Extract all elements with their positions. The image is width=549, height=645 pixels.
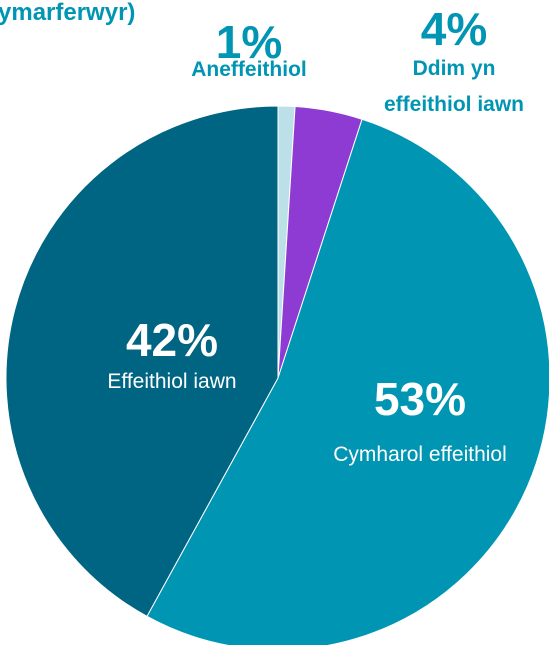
pie-slice [146, 118, 549, 645]
slice-value-label: 1% [216, 16, 282, 68]
pie-slice [5, 105, 279, 618]
slice-value-label: 4% [421, 3, 487, 55]
slice-category-label: Cymharol effeithiol [333, 443, 507, 466]
pie-labels: 1%Aneffeithiol 4%Ddim yn effeithiol iawn 53… [107, 3, 524, 466]
slice-value-label: 53% [374, 373, 466, 425]
slice-category-label: Effeithiol iawn [107, 370, 236, 393]
slice-category-label: effeithiol iawn [384, 93, 524, 116]
slice-category-label: Aneffeithiol [191, 58, 307, 81]
pie-slices [5, 105, 549, 645]
slice-value-label: 42% [126, 314, 218, 366]
chart-title-fragment: ymarferwyr) [0, 0, 135, 26]
slice-category-label: Ddim yn [413, 57, 496, 80]
